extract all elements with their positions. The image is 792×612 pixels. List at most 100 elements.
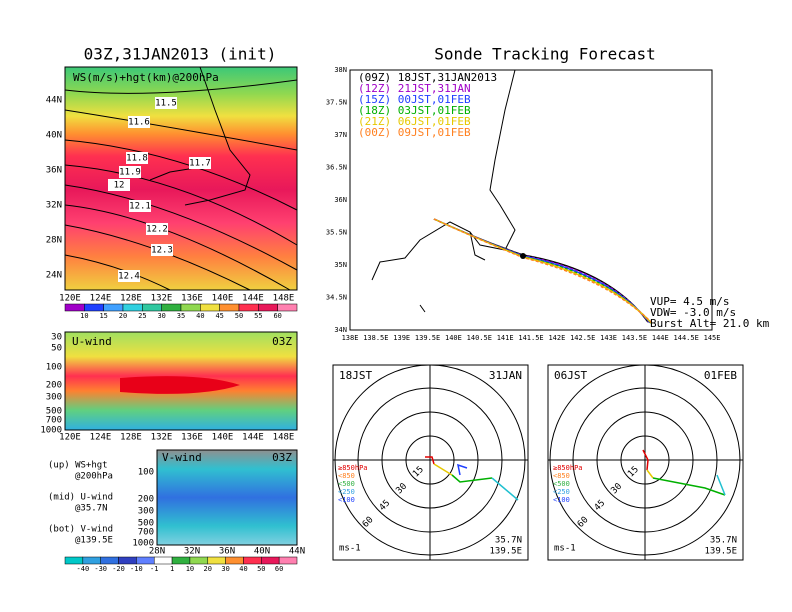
contour-label-box — [151, 244, 173, 256]
lat-label: 35N — [334, 261, 347, 269]
hodograph-trace — [457, 463, 468, 476]
lon-label: 136E — [181, 294, 203, 304]
colorbar-swatch — [136, 556, 155, 565]
lon-label: 144E — [242, 294, 264, 304]
lon-label: 124E — [90, 433, 112, 443]
legend-entry: (21Z) 06JST,01FEB — [358, 115, 471, 128]
legend-entry: (18Z) 03JST,01FEB — [358, 104, 471, 117]
lat-label: 44N — [46, 96, 62, 106]
hodograph-trace — [433, 463, 453, 476]
lat-label: 40N — [46, 131, 62, 141]
lon-label: 128E — [120, 433, 142, 443]
lon-label: 124E — [90, 294, 112, 304]
lon-label: 140E — [212, 294, 234, 304]
lat-label: 24N — [46, 271, 62, 281]
hodograph-trace — [491, 477, 519, 501]
level-key: <500 — [338, 480, 355, 488]
colorbar-swatch — [243, 556, 262, 565]
colorbar-label: -30 — [94, 565, 107, 573]
lon-label: 138E — [342, 334, 359, 342]
contour-label-box — [128, 116, 150, 128]
colorbar-label: -20 — [112, 565, 125, 573]
colorbar-swatch — [103, 303, 124, 312]
lat-label: 36N — [219, 547, 235, 557]
site-lon: 139.5E — [704, 547, 737, 557]
level-label: 200 — [46, 381, 62, 391]
lat-label: 40N — [254, 547, 270, 557]
contour-label: 12.1 — [129, 202, 151, 212]
contour-label: 12 — [114, 181, 125, 191]
coastline — [371, 69, 516, 313]
unit-label: ms-1 — [554, 544, 576, 554]
lon-label: 148E — [273, 294, 295, 304]
lon-label: 142.5E — [570, 334, 595, 342]
level-key: <850 — [338, 472, 355, 480]
legend-entry: (15Z) 00JST,01FEB — [358, 93, 471, 106]
u-wind-time: 03Z — [272, 335, 292, 348]
colorbar-swatch — [225, 556, 244, 565]
lat-label: 35.5N — [326, 229, 347, 237]
site-lat: 35.7N — [710, 536, 737, 546]
colorbar-swatch — [258, 303, 278, 312]
v-wind-section — [156, 449, 298, 546]
level-key: <100 — [338, 496, 355, 504]
note: @139.5E — [75, 536, 113, 546]
contour-label-box — [129, 200, 151, 212]
colorbar-swatch — [84, 303, 104, 312]
wind-speed-map — [64, 66, 298, 291]
hodograph-trace — [642, 449, 649, 471]
lon-label: 139.5E — [415, 334, 440, 342]
level-key: <250 — [553, 488, 570, 496]
colorbar-swatch — [277, 303, 298, 312]
lon-label: 140E — [445, 334, 462, 342]
lon-label: 136E — [181, 433, 203, 443]
colorbar-swatch — [153, 556, 173, 565]
level-label: 700 — [46, 416, 62, 426]
level-label: 300 — [138, 507, 154, 517]
lon-label: 144E — [242, 433, 264, 443]
lon-label: 144.5E — [674, 334, 699, 342]
track-title: Sonde Tracking Forecast — [434, 45, 656, 64]
lon-label: 141E — [497, 334, 514, 342]
lat-label: 36N — [334, 196, 347, 204]
lon-label: 145E — [704, 334, 721, 342]
colorbar-label: -10 — [130, 565, 143, 573]
colorbar-label: 1 — [170, 565, 174, 573]
colorbar-swatch — [189, 556, 209, 565]
contour-label-box — [119, 166, 141, 178]
hodograph-date: 31JAN — [489, 369, 522, 382]
lat-label: 28N — [46, 236, 62, 246]
lon-label: 120E — [59, 294, 81, 304]
hodograph-time: 06JST — [554, 369, 587, 382]
level-key: ≥850hPa — [338, 464, 368, 472]
lon-label: 140.5E — [467, 334, 492, 342]
level-label: 100 — [46, 363, 62, 373]
colorbar-label: 60 — [273, 312, 281, 320]
colorbar-swatch — [261, 556, 280, 565]
colorbar-label: 60 — [275, 565, 283, 573]
colorbar-swatch — [200, 303, 220, 312]
lon-label: 143E — [600, 334, 617, 342]
hodograph-trace — [451, 474, 493, 483]
level-key: <100 — [553, 496, 570, 504]
colorbar-swatch — [207, 556, 226, 565]
contour-label: 11.6 — [128, 118, 150, 128]
hodograph-trace — [652, 477, 726, 496]
colorbar-swatch — [122, 303, 143, 312]
track-line — [433, 218, 654, 325]
contour-label-box — [189, 157, 211, 169]
u-wind-label: U-wind — [72, 335, 112, 348]
level-label: 300 — [46, 393, 62, 403]
note: @200hPa — [75, 472, 113, 482]
hodograph-trace — [425, 456, 435, 465]
colorbar-label: 50 — [235, 312, 243, 320]
lon-label: 132E — [151, 433, 173, 443]
lon-label: 143.5E — [622, 334, 647, 342]
lat-label: 32N — [46, 201, 62, 211]
lon-label: 141.5E — [518, 334, 543, 342]
coastline — [149, 66, 251, 206]
colorbar-label: -40 — [77, 565, 90, 573]
level-key: <850 — [553, 472, 570, 480]
level-label: 50 — [51, 344, 62, 354]
level-key: <250 — [338, 488, 355, 496]
